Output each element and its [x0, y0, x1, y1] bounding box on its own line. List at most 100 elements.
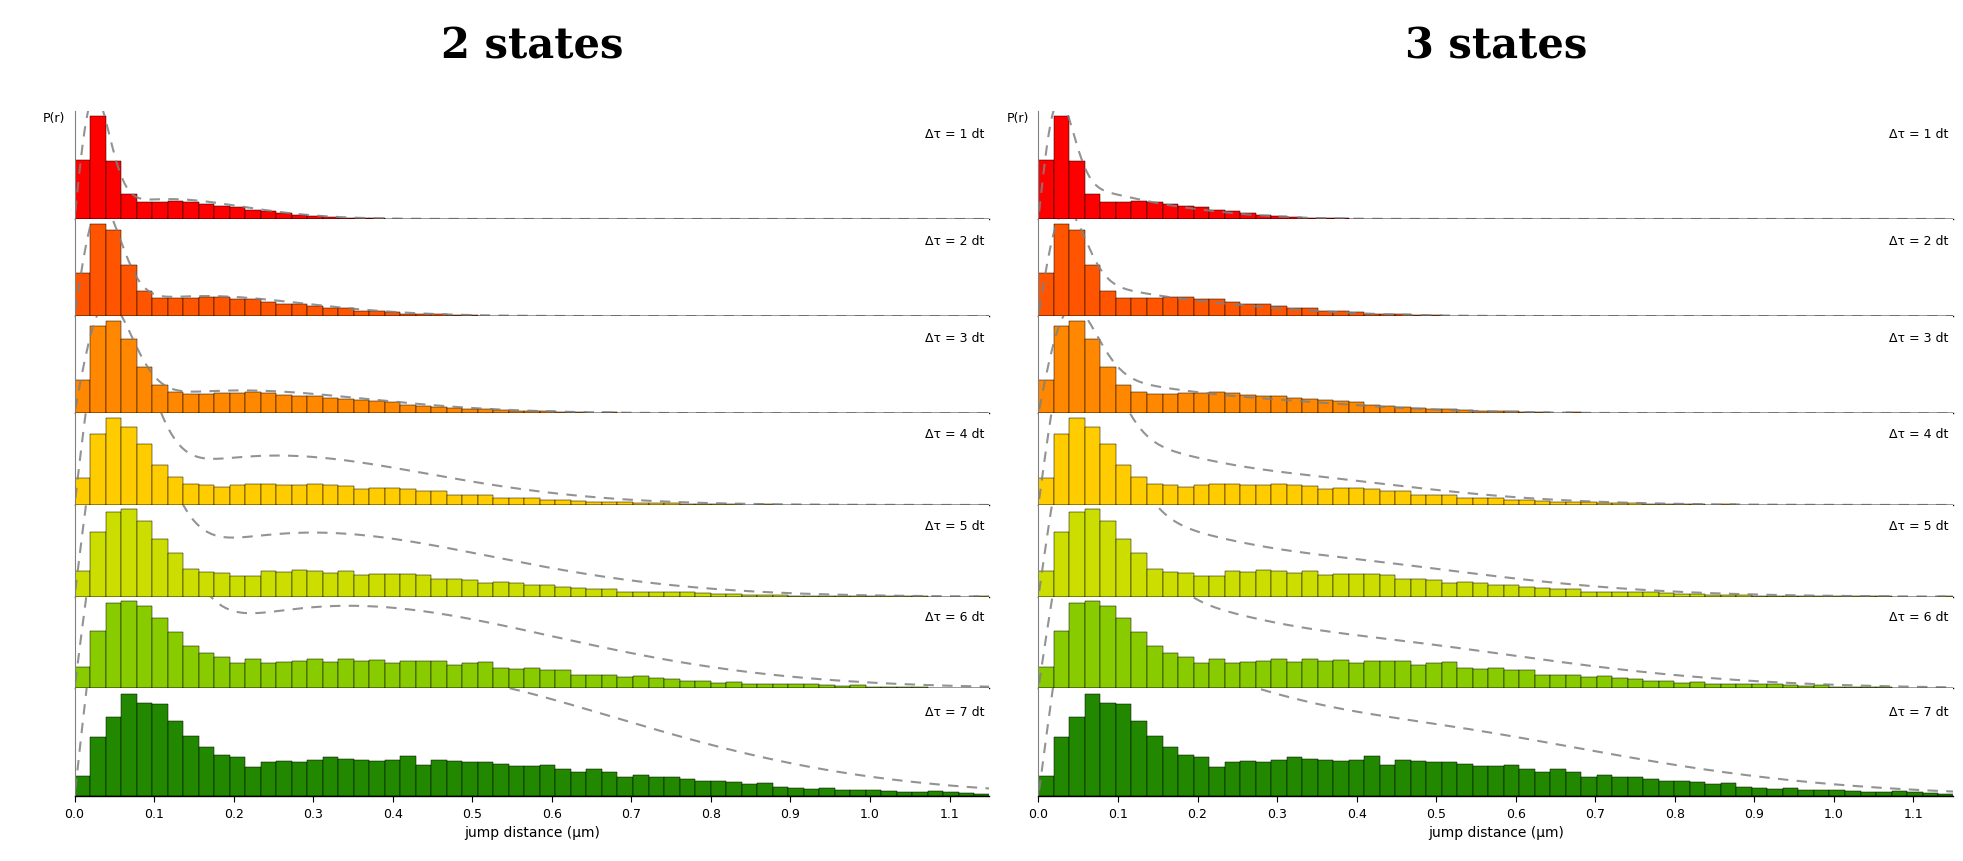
Bar: [1178, 755, 1194, 796]
Bar: [1519, 671, 1535, 689]
Bar: [834, 596, 850, 597]
Bar: [353, 575, 369, 597]
Bar: [1225, 664, 1241, 689]
Bar: [603, 503, 618, 505]
Bar: [1612, 504, 1627, 505]
Bar: [1131, 721, 1146, 796]
Bar: [245, 766, 261, 796]
Bar: [618, 678, 632, 689]
Bar: [261, 664, 277, 689]
Bar: [1488, 585, 1504, 597]
Bar: [1070, 418, 1086, 505]
Bar: [1038, 572, 1054, 597]
Bar: [1086, 427, 1101, 505]
Bar: [183, 736, 198, 796]
Bar: [167, 632, 183, 689]
Bar: [416, 576, 432, 597]
Bar: [1194, 300, 1209, 317]
Bar: [1659, 781, 1674, 796]
Bar: [1333, 574, 1349, 597]
Bar: [834, 790, 850, 796]
Bar: [198, 205, 214, 220]
Bar: [1194, 576, 1209, 597]
Bar: [1086, 266, 1101, 317]
Bar: [477, 662, 493, 689]
Bar: [1396, 492, 1411, 505]
Bar: [711, 683, 726, 689]
Bar: [322, 309, 338, 317]
Bar: [1612, 678, 1627, 689]
Bar: [1225, 762, 1241, 796]
Bar: [663, 679, 679, 689]
Bar: [1117, 618, 1131, 689]
Bar: [1286, 662, 1301, 689]
Bar: [1256, 485, 1272, 505]
Bar: [819, 788, 834, 796]
Bar: [1427, 495, 1441, 505]
Bar: [353, 489, 369, 505]
Bar: [1241, 304, 1256, 317]
Bar: [1272, 485, 1286, 505]
Bar: [1535, 675, 1551, 689]
Bar: [214, 208, 230, 220]
Bar: [308, 217, 322, 220]
Bar: [463, 409, 477, 414]
Text: Δτ = 6 dt: Δτ = 6 dt: [925, 610, 985, 623]
Bar: [1333, 660, 1349, 689]
Bar: [292, 661, 308, 689]
Bar: [1782, 596, 1798, 597]
Bar: [1117, 704, 1131, 796]
Bar: [122, 427, 137, 505]
Bar: [1286, 758, 1301, 796]
Bar: [556, 769, 571, 796]
Bar: [1535, 412, 1551, 414]
Bar: [122, 510, 137, 597]
Bar: [1643, 779, 1659, 796]
Bar: [1519, 587, 1535, 597]
Bar: [245, 660, 261, 689]
Bar: [1178, 393, 1194, 414]
Bar: [1411, 315, 1427, 317]
Bar: [1457, 498, 1472, 505]
Bar: [277, 214, 292, 220]
Bar: [463, 663, 477, 689]
Bar: [1117, 386, 1131, 414]
Bar: [742, 784, 758, 796]
Bar: [106, 321, 122, 414]
Bar: [167, 721, 183, 796]
Bar: [1272, 397, 1286, 414]
Bar: [400, 406, 416, 414]
Bar: [1364, 314, 1380, 317]
Bar: [1225, 484, 1241, 505]
Bar: [122, 601, 137, 689]
Bar: [1690, 595, 1706, 597]
Bar: [1396, 579, 1411, 597]
Bar: [1178, 573, 1194, 597]
Bar: [122, 339, 137, 414]
Bar: [106, 604, 122, 689]
Text: Δτ = 5 dt: Δτ = 5 dt: [925, 519, 985, 532]
Bar: [198, 653, 214, 689]
Bar: [1722, 783, 1737, 796]
Bar: [75, 274, 90, 317]
Bar: [1659, 594, 1674, 597]
Bar: [477, 763, 493, 796]
Bar: [106, 418, 122, 505]
Bar: [571, 412, 587, 414]
Bar: [1457, 411, 1472, 414]
Bar: [137, 444, 153, 505]
Bar: [1241, 395, 1256, 414]
Bar: [261, 762, 277, 796]
Bar: [881, 687, 897, 689]
Bar: [508, 412, 524, 414]
Bar: [463, 316, 477, 317]
Bar: [493, 668, 508, 689]
Bar: [1441, 763, 1457, 796]
Bar: [648, 592, 663, 597]
Bar: [1162, 747, 1178, 796]
Bar: [587, 589, 603, 597]
Bar: [1566, 675, 1582, 689]
Bar: [648, 504, 663, 505]
Bar: [1225, 393, 1241, 414]
Bar: [167, 554, 183, 597]
